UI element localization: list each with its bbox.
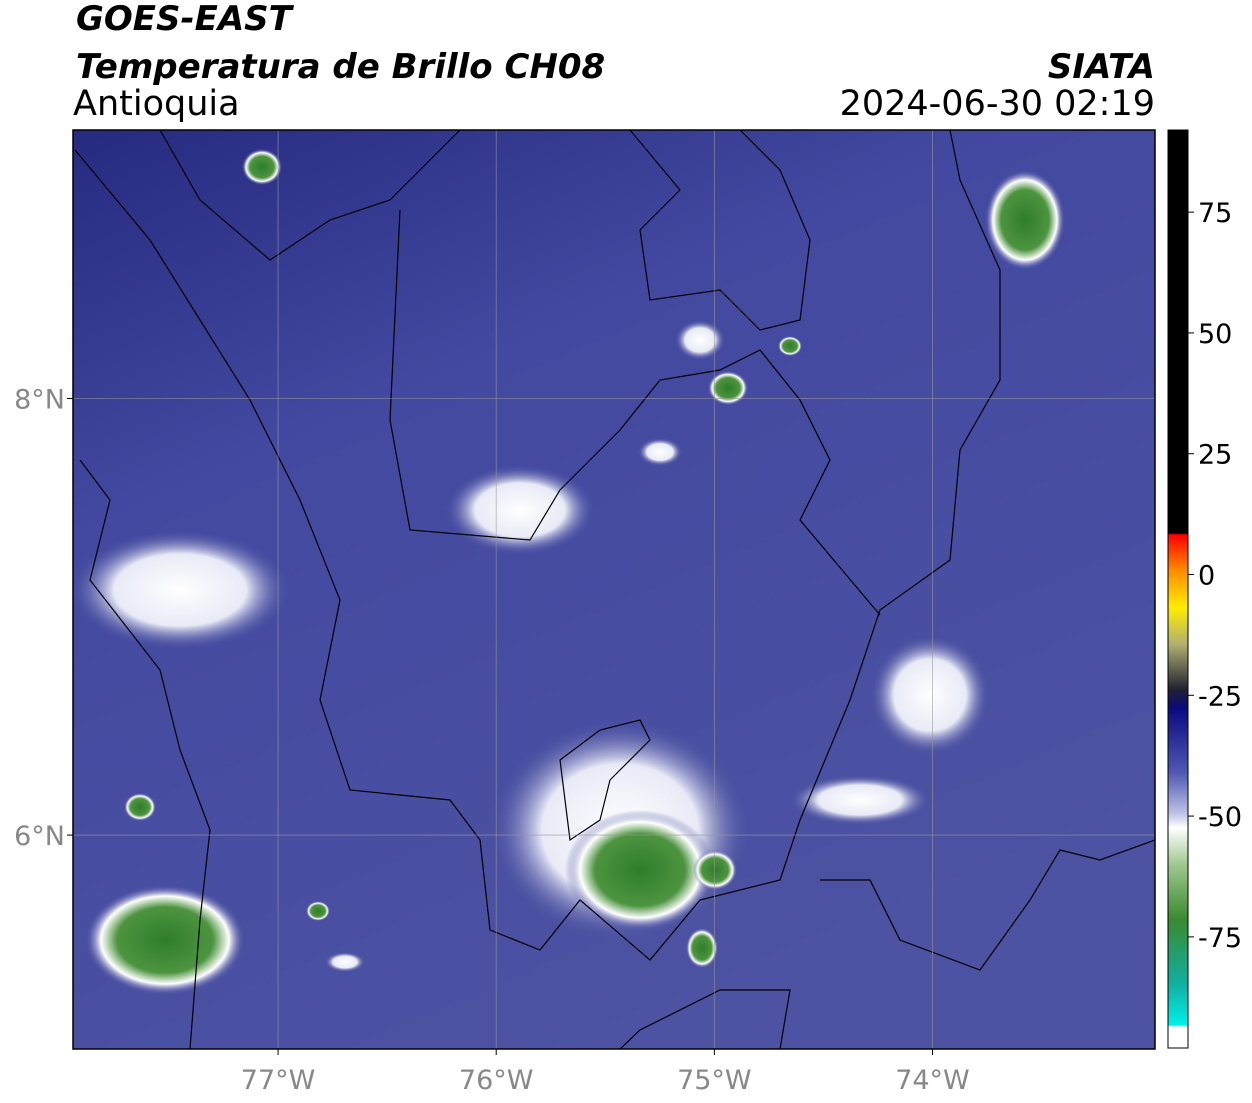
x-tick-label: 77°W bbox=[241, 1065, 316, 1096]
graticule bbox=[73, 130, 1155, 1049]
y-tick-label: 8°N bbox=[14, 384, 65, 415]
imagery bbox=[73, 130, 1155, 1049]
title: GOES-EAST bbox=[76, 0, 295, 39]
colorbar-tick-label: 50 bbox=[1198, 319, 1232, 350]
timestamp: 2024-06-30 02:19 bbox=[840, 84, 1155, 124]
map-frame bbox=[72, 129, 1156, 1050]
colorbar-tick-label: -25 bbox=[1198, 681, 1242, 712]
colorbar-tick-label: -75 bbox=[1198, 923, 1242, 954]
region: Antioquia bbox=[73, 84, 240, 124]
x-tick-label: 76°W bbox=[459, 1065, 534, 1096]
source: SIATA bbox=[1048, 47, 1155, 87]
x-tick-label: 75°W bbox=[677, 1065, 752, 1096]
colorbar-tick-label: 25 bbox=[1198, 440, 1232, 471]
colorbar-tick-label: 0 bbox=[1198, 561, 1215, 592]
colorbar-tick-label: 75 bbox=[1198, 198, 1232, 229]
subtitle: Temperatura de Brillo CH08 bbox=[76, 47, 605, 87]
y-tick-label: 6°N bbox=[14, 821, 65, 852]
colorbar-tick-label: -50 bbox=[1198, 802, 1242, 833]
x-tick-label: 74°W bbox=[895, 1065, 970, 1096]
colorbar bbox=[1167, 129, 1189, 1049]
